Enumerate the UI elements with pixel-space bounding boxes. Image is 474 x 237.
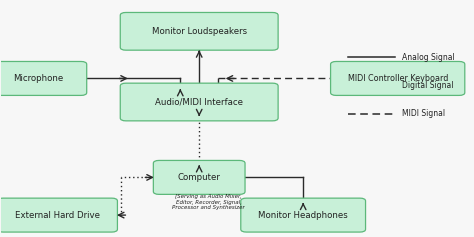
Text: MIDI Controller Keyboard: MIDI Controller Keyboard — [347, 74, 448, 83]
Text: Digital Signal: Digital Signal — [402, 81, 454, 90]
FancyBboxPatch shape — [154, 160, 245, 194]
FancyBboxPatch shape — [241, 198, 365, 232]
Text: Computer: Computer — [178, 173, 220, 182]
FancyBboxPatch shape — [120, 83, 278, 121]
Text: MIDI Signal: MIDI Signal — [402, 109, 446, 118]
Text: External Hard Drive: External Hard Drive — [15, 211, 100, 220]
Text: Monitor Headphones: Monitor Headphones — [258, 211, 348, 220]
Text: Monitor Loudspeakers: Monitor Loudspeakers — [152, 27, 247, 36]
Text: Analog Signal: Analog Signal — [402, 53, 455, 62]
Text: [Serving as Audio Mixer,
Editor, Recorder, Signal,
Processor and Synthesizer: [Serving as Audio Mixer, Editor, Recorde… — [172, 194, 245, 210]
Text: Audio/MIDI Interface: Audio/MIDI Interface — [155, 97, 243, 106]
FancyBboxPatch shape — [0, 198, 118, 232]
FancyBboxPatch shape — [120, 13, 278, 50]
FancyBboxPatch shape — [0, 61, 87, 96]
Text: Microphone: Microphone — [13, 74, 64, 83]
FancyBboxPatch shape — [330, 61, 465, 96]
